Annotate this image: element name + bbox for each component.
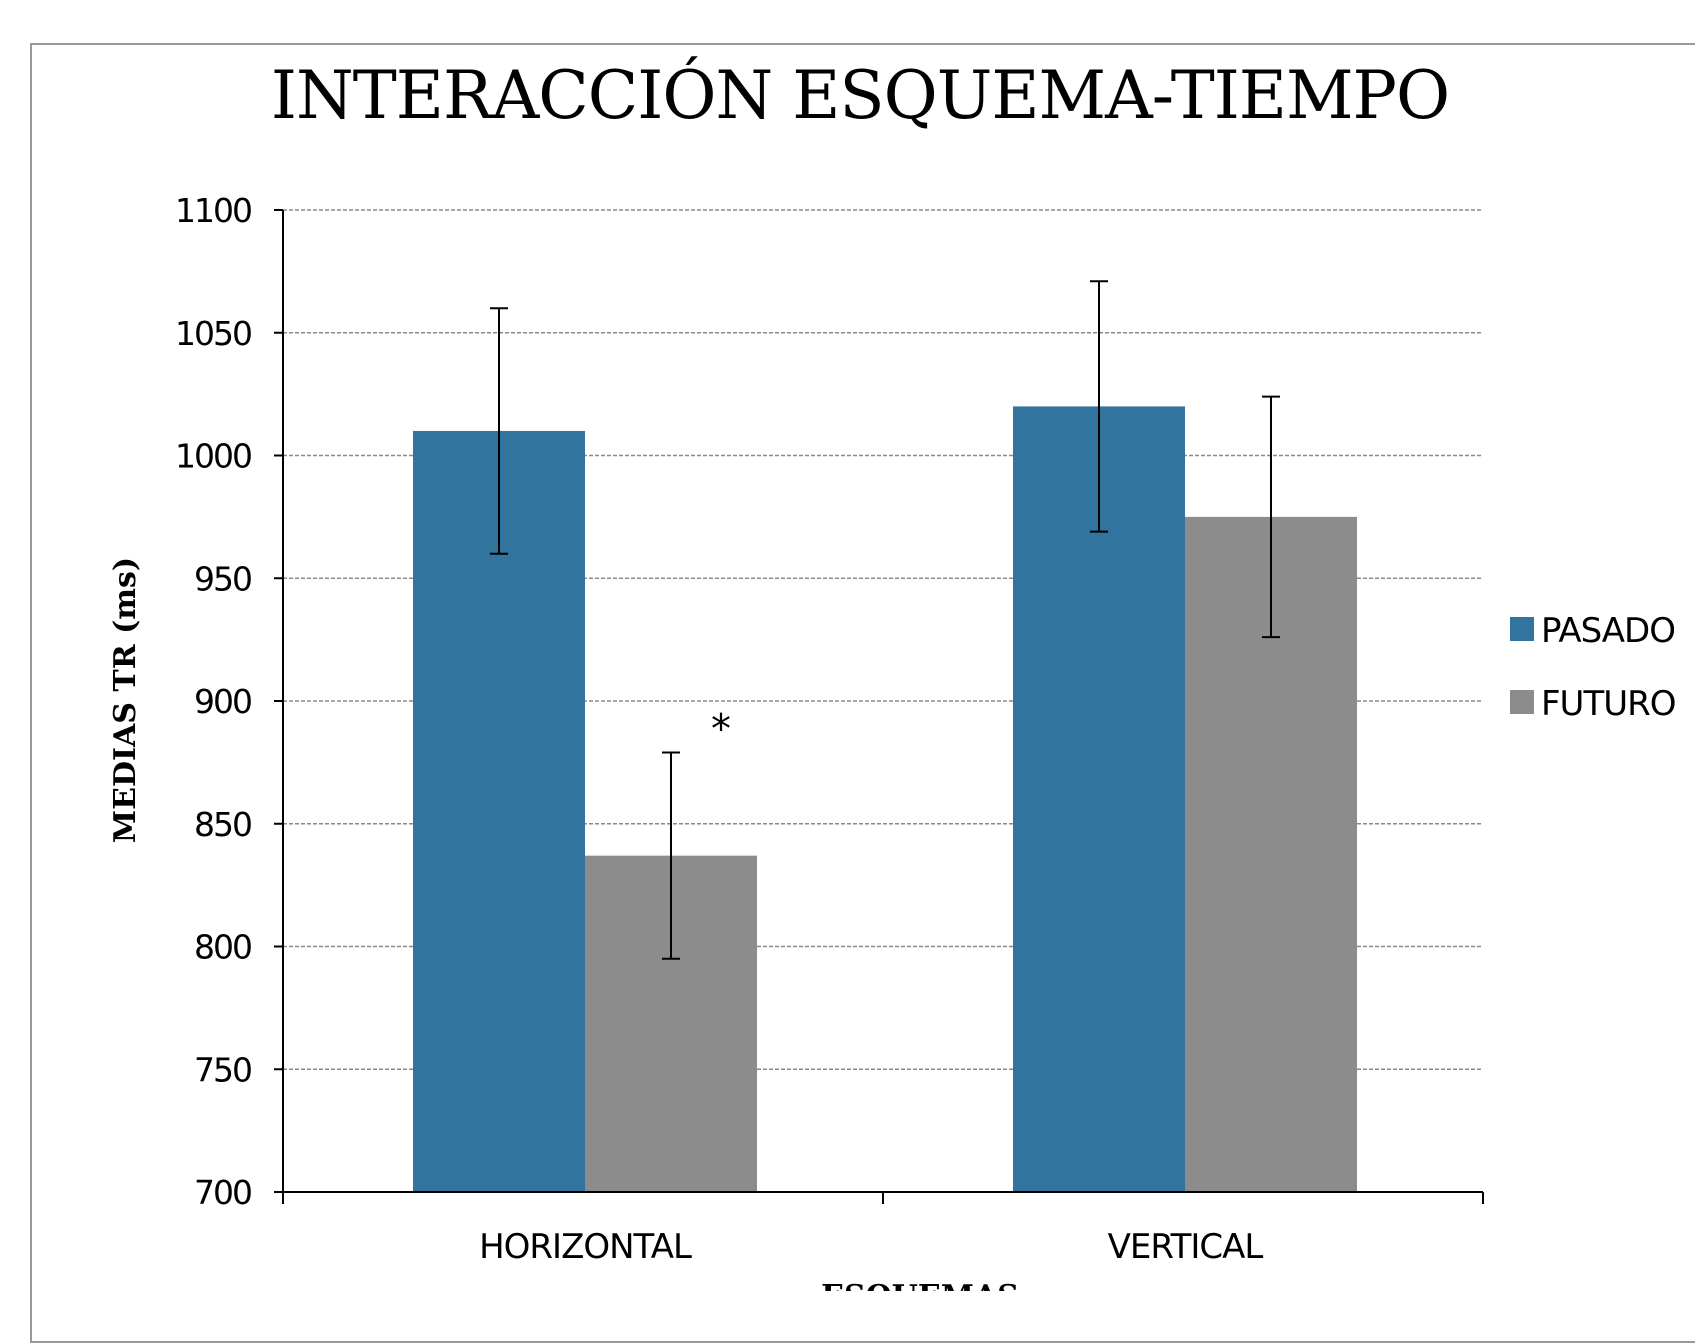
y-axis-title: MEDIAS TR (ms) [108,557,143,843]
y-tick-label: 1000 [175,437,251,476]
bar-pasado-vertical [1013,406,1185,1192]
y-tick-labels: 700 750 800 850 900 950 1000 1050 1100 [175,191,253,1212]
legend-label-futuro: FUTURO [1541,684,1675,724]
x-category-label: HORIZONTAL [479,1227,692,1267]
y-tick-label: 850 [194,805,251,844]
y-tick-label: 1050 [175,314,251,353]
annotations: * [711,707,731,753]
error-bars [490,280,1280,960]
x-category-labels: HORIZONTAL VERTICAL [479,1227,1264,1267]
y-tick-label: 950 [194,559,251,598]
y-tick-label: 800 [194,928,251,967]
x-axis-title: ESQUEMAS [821,1279,1019,1291]
legend-label-pasado: PASADO [1541,611,1675,651]
chart-frame [30,43,1695,1343]
bar-pasado-horizontal [413,430,585,1192]
legend-swatch-pasado [1510,617,1534,641]
y-tick-label: 700 [194,1173,251,1212]
y-tick-label: 750 [194,1050,251,1089]
x-category-label: VERTICAL [1108,1227,1264,1267]
y-tick-label: 1100 [175,191,251,230]
bars [413,406,1357,1192]
chart-title: INTERACCIÓN ESQUEMA-TIEMPO [271,56,1449,134]
significance-asterisk: * [711,707,731,753]
y-tick-label: 900 [194,682,251,721]
legend: PASADO FUTURO [1510,611,1676,724]
axes [274,209,1484,1204]
chart: INTERACCIÓN ESQUEMA-TIEMPO 700 750 800 850 9… [108,56,1676,1291]
legend-swatch-futuro [1510,690,1534,714]
